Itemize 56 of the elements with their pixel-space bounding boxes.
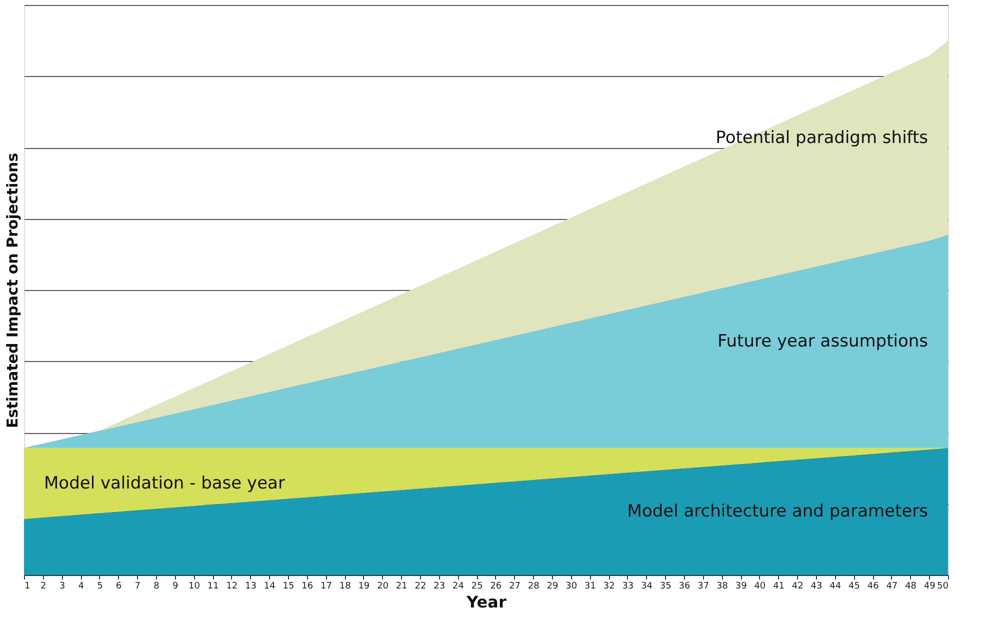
x-tick-label: 26	[490, 582, 502, 592]
x-tick-label: 16	[302, 582, 314, 592]
x-tick-label: 24	[452, 582, 464, 592]
x-tick-label: 9	[172, 582, 178, 592]
x-tick-label: 25	[471, 582, 483, 592]
series-label: Model architecture and parameters	[627, 501, 928, 522]
x-tick-label: 20	[377, 582, 389, 592]
x-tick-label: 43	[810, 582, 822, 592]
x-tick-label: 3	[59, 582, 66, 592]
x-tick-label: 4	[78, 582, 84, 592]
x-tick-label: 34	[641, 582, 653, 592]
x-tick-label: 2	[40, 582, 46, 592]
x-tick-label: 28	[528, 582, 540, 592]
x-tick-label: 19	[358, 582, 370, 592]
x-tick-label: 33	[622, 582, 634, 592]
x-tick-label: 38	[716, 582, 728, 592]
x-tick-label: 32	[603, 582, 615, 592]
x-tick-label: 18	[339, 582, 352, 592]
x-tick-label: 41	[773, 582, 785, 592]
x-tick-label: 49	[924, 582, 936, 592]
x-tick-label: 7	[134, 582, 141, 592]
series-label: Potential paradigm shifts	[716, 128, 928, 148]
x-tick-label: 14	[264, 582, 276, 592]
x-tick-label: 36	[678, 582, 690, 592]
x-tick-label: 37	[698, 582, 710, 592]
x-tick-label: 17	[320, 582, 332, 592]
x-tick-label: 50	[937, 582, 949, 592]
x-tick-label: 31	[584, 582, 596, 592]
x-tick-label: 40	[754, 582, 766, 592]
x-tick-label: 35	[660, 582, 672, 592]
y-axis-title: Estimated Impact on Projections	[4, 152, 22, 428]
x-tick-label: 21	[396, 582, 408, 592]
x-tick-label: 48	[905, 582, 917, 592]
x-tick-label: 15	[282, 582, 294, 592]
x-tick-label: 46	[867, 582, 880, 592]
x-tick-label: 22	[414, 582, 426, 592]
x-tick-label: 6	[116, 582, 122, 592]
x-tick-label: 44	[830, 582, 842, 592]
x-tick-label: 1	[24, 582, 30, 592]
x-tick-label: 47	[886, 582, 898, 592]
x-tick-label: 45	[848, 582, 860, 592]
x-tick-label: 11	[207, 582, 219, 592]
x-tick-label: 30	[566, 582, 578, 592]
x-tick-label: 39	[735, 582, 748, 592]
x-tick-label: 27	[509, 582, 521, 592]
x-tick-label: 29	[546, 582, 558, 592]
series-label: Model validation - base year	[44, 473, 285, 494]
x-tick-label: 10	[188, 582, 200, 592]
x-tick-label: 12	[226, 582, 238, 592]
x-tick-label: 42	[792, 582, 804, 592]
x-tick-label: 5	[97, 582, 103, 592]
x-tick-label: 8	[154, 582, 160, 592]
x-tick-label: 23	[434, 582, 446, 592]
series-label: Future year assumptions	[717, 331, 928, 352]
x-axis-title: Year	[466, 592, 506, 612]
x-tick-label: 13	[245, 582, 257, 592]
